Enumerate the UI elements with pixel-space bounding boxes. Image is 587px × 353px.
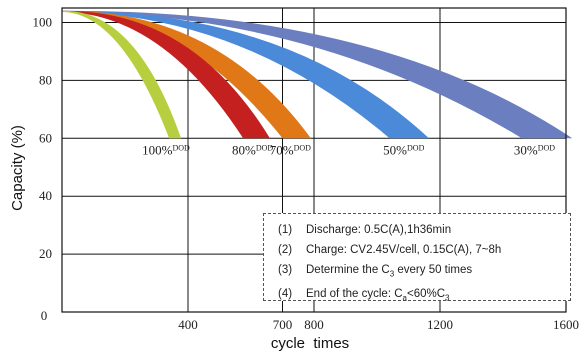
note-number: (1) [278,224,293,236]
y-tick-label: 20 [39,246,52,261]
y-tick-label: 60 [39,130,52,145]
series-label: 30%DOD [514,142,555,157]
series-band [62,10,182,139]
series-bands [62,10,573,139]
note-subscript: 3 [445,293,450,303]
x-tick-label: 700 [273,317,293,332]
note-number: (2) [278,244,293,256]
series-label-sub: DOD [407,143,425,152]
series-label: 70%DOD [270,142,311,157]
test-conditions-box: (1) Discharge: 0.5C(A),1h36min (2) Charge:… [263,213,571,303]
series-label-main: 70% [270,142,294,157]
series-label-main: 30% [514,142,538,157]
series-band [62,10,573,139]
note-text: Charge: CV2.45V/cell, 0.15C(A), 7~8h [306,244,502,256]
series-label: 80%DOD [232,142,273,157]
axes [61,7,567,313]
series-label-main: 80% [232,142,256,157]
note-charge: (2) Charge: CV2.45V/cell, 0.15C(A), 7~8h [278,240,570,260]
x-tick-label: 1200 [427,317,453,332]
x-axis-label: cycle times [271,335,349,352]
x-tick-label: 1600 [553,317,579,332]
note-text: every 50 times [394,264,473,276]
note-discharge: (1) Discharge: 0.5C(A),1h36min [278,220,570,240]
series-label-sub: DOD [256,143,274,152]
series-band [62,10,270,139]
series-label-sub: DOD [538,143,556,152]
note-number: (3) [278,264,293,276]
x-tick-label: 800 [304,317,324,332]
note-end-of-cycle: (4) End of the cycle: Ca<60%C3 [278,284,570,308]
note-text: Discharge: 0.5C(A),1h36min [306,224,452,236]
note-determine: (3) Determine the C3 every 50 times [278,260,570,284]
series-label-sub: DOD [294,143,312,152]
note-text: Determine the C [306,264,390,276]
series-label-sub: DOD [172,143,190,152]
series-label-main: 50% [383,142,407,157]
plot-frame [61,7,567,313]
y-tick-label: 80 [39,72,52,87]
note-subscript: 3 [389,269,395,279]
y-tick-label: 100 [33,14,53,29]
note-text: <60%C [406,288,446,301]
note-number: (4) [278,288,293,301]
tick-labels: 400 700 800 1200 1600 0 20 40 60 80 100 [33,14,580,332]
series-label: 100%DOD [142,142,190,157]
series-label: 50%DOD [383,142,424,157]
series-band [62,10,429,139]
series-label-main: 100% [142,142,173,157]
x-origin-label: 0 [41,308,48,323]
y-axis-label: Capacity (%) [9,125,26,211]
x-tick-label: 400 [178,317,198,332]
series-band [62,10,311,139]
note-subscript: a [402,293,407,303]
note-text: End of the cycle: C [306,288,403,301]
y-tick-label: 40 [39,188,52,203]
